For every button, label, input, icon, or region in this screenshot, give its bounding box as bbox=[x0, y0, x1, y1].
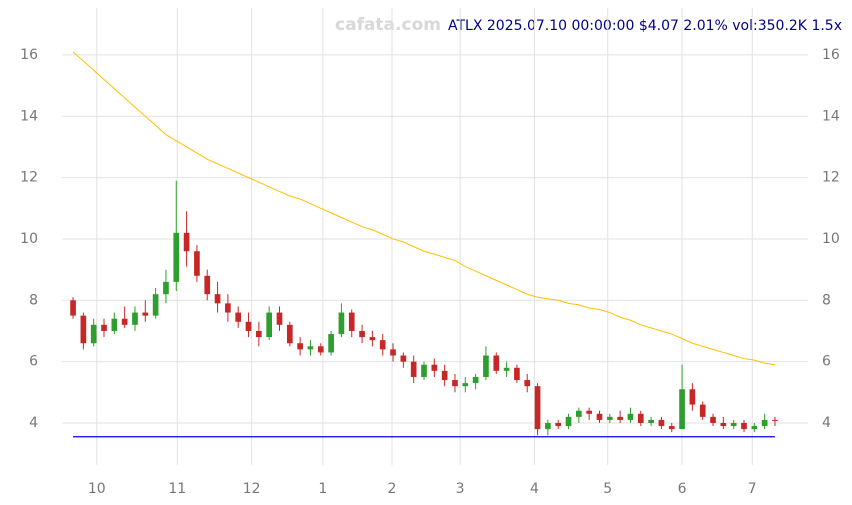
x-tick-label: 7 bbox=[748, 481, 757, 497]
candle-body bbox=[679, 389, 685, 430]
candle-body bbox=[80, 315, 87, 344]
candle-body bbox=[730, 422, 737, 427]
candle-body bbox=[637, 413, 644, 423]
candle-body bbox=[431, 364, 438, 371]
candle-body bbox=[710, 416, 716, 423]
candle-body bbox=[493, 355, 500, 371]
candle-body bbox=[606, 416, 613, 420]
candle-body bbox=[627, 413, 634, 420]
candle-body bbox=[163, 281, 169, 295]
candle-body bbox=[462, 383, 469, 387]
candle-body bbox=[379, 340, 386, 350]
y-tick-label: 8 bbox=[29, 292, 38, 308]
candle-body bbox=[472, 376, 479, 384]
candle-body bbox=[307, 346, 314, 350]
candle-body bbox=[545, 422, 551, 430]
candle-body bbox=[359, 330, 365, 338]
x-tick-label: 6 bbox=[678, 481, 687, 497]
x-tick-label: 5 bbox=[603, 481, 612, 497]
candle-body bbox=[689, 389, 696, 405]
candle-body bbox=[441, 370, 448, 381]
x-tick-label: 12 bbox=[243, 481, 261, 497]
x-tick-label: 1 bbox=[318, 481, 327, 497]
candle-body bbox=[111, 318, 118, 331]
y-tick-label: 4 bbox=[29, 415, 38, 431]
candle-body bbox=[772, 419, 778, 421]
candle-body bbox=[276, 312, 283, 325]
candle-body bbox=[101, 324, 107, 331]
candle-body bbox=[245, 321, 252, 331]
candle-body bbox=[204, 275, 211, 295]
candle-body bbox=[132, 312, 138, 325]
candle-body bbox=[483, 355, 489, 377]
candle-body bbox=[658, 419, 665, 427]
candle-body bbox=[225, 303, 231, 313]
candle-body bbox=[410, 361, 417, 377]
watermark: cafata.com bbox=[335, 15, 441, 35]
y-tick-label: 10 bbox=[20, 231, 38, 247]
y-tick-label: 16 bbox=[20, 47, 38, 63]
y-tick-label: 14 bbox=[20, 108, 38, 124]
candle-body bbox=[183, 232, 190, 252]
y-tick-label-right: 10 bbox=[822, 231, 840, 247]
x-tick-label: 2 bbox=[388, 481, 397, 497]
candle-body bbox=[142, 312, 149, 316]
x-tick-label: 3 bbox=[456, 481, 465, 497]
candle-body bbox=[400, 355, 407, 362]
candle-body bbox=[514, 367, 520, 381]
candle-body bbox=[421, 364, 427, 377]
candle-body bbox=[152, 294, 159, 316]
candle-body bbox=[761, 419, 768, 427]
y-tick-label-right: 8 bbox=[822, 292, 831, 308]
candle-body bbox=[565, 416, 572, 427]
y-tick-label: 12 bbox=[20, 170, 38, 186]
candle-body bbox=[390, 349, 396, 356]
candle-body bbox=[751, 426, 758, 430]
candle-body bbox=[576, 410, 582, 417]
candle-body bbox=[503, 367, 510, 371]
candle-body bbox=[348, 312, 355, 331]
candle-body bbox=[90, 324, 97, 344]
y-tick-label-right: 4 bbox=[822, 415, 831, 431]
candle-body bbox=[699, 404, 706, 417]
candle-body bbox=[266, 312, 273, 338]
x-tick-label: 4 bbox=[530, 481, 539, 497]
x-tick-label: 10 bbox=[88, 481, 106, 497]
candle-body bbox=[235, 312, 242, 322]
candle-body bbox=[741, 422, 747, 430]
y-tick-label-right: 16 bbox=[822, 47, 840, 63]
y-tick-label-right: 14 bbox=[822, 108, 840, 124]
candle-body bbox=[173, 232, 180, 282]
candle-body bbox=[338, 312, 345, 335]
candle-body bbox=[555, 422, 562, 427]
candle-body bbox=[534, 386, 541, 430]
x-tick-label: 11 bbox=[168, 481, 186, 497]
candle-body bbox=[194, 251, 200, 276]
candle-body bbox=[70, 300, 76, 316]
candle-body bbox=[668, 426, 675, 430]
moving-average bbox=[72, 51, 776, 366]
candle-body bbox=[328, 334, 334, 353]
candle-body bbox=[214, 294, 221, 304]
y-tick-label-right: 12 bbox=[822, 170, 840, 186]
candle-body bbox=[256, 330, 262, 338]
candle-body bbox=[121, 318, 128, 325]
candle-body bbox=[297, 343, 303, 350]
candle-body bbox=[617, 416, 623, 420]
candle-body bbox=[452, 380, 458, 387]
candle-body bbox=[648, 419, 654, 423]
candle-body bbox=[586, 410, 593, 414]
y-tick-label: 6 bbox=[29, 354, 38, 370]
candle-body bbox=[286, 324, 293, 344]
candle-body bbox=[317, 346, 324, 353]
candle-body bbox=[369, 337, 376, 341]
candle-body bbox=[720, 422, 727, 427]
chart-title: ATLX 2025.07.10 00:00:00 $4.07 2.01% vol… bbox=[448, 18, 842, 34]
candle-body bbox=[596, 413, 603, 420]
candle-body bbox=[524, 380, 531, 387]
y-tick-label-right: 6 bbox=[822, 354, 831, 370]
